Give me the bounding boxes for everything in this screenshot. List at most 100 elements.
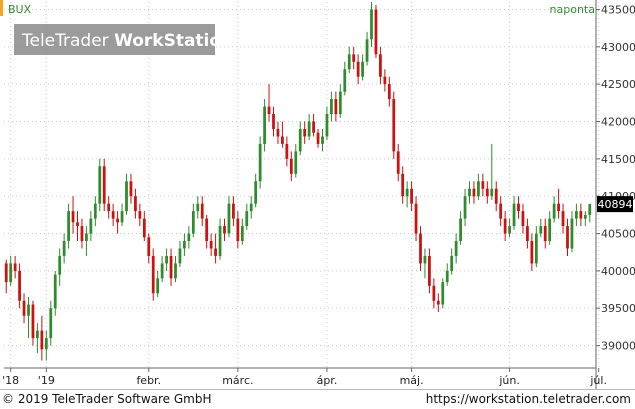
candle-body bbox=[521, 211, 525, 227]
candle-body bbox=[312, 121, 315, 133]
y-tick-label: 40000 bbox=[601, 265, 635, 278]
y-tick-label: 40500 bbox=[601, 228, 635, 241]
candle-body bbox=[365, 39, 369, 62]
candle-body bbox=[347, 54, 351, 70]
candle-body bbox=[44, 338, 48, 350]
price-tag-box bbox=[597, 196, 633, 213]
candle-body bbox=[71, 211, 75, 223]
candle-body bbox=[566, 226, 569, 249]
candle-body bbox=[588, 204, 592, 215]
candle-body bbox=[93, 203, 97, 219]
candle-body bbox=[321, 136, 324, 144]
y-tick-label: 42500 bbox=[601, 78, 635, 91]
candle-body bbox=[330, 99, 333, 115]
candle-body bbox=[530, 241, 534, 264]
candle-body bbox=[490, 188, 494, 197]
candle-body bbox=[281, 136, 284, 144]
candle-body bbox=[227, 203, 231, 234]
candle-body bbox=[410, 188, 413, 204]
y-axis: 3900039500400004050041000415004200042500… bbox=[596, 3, 635, 353]
candle-body bbox=[472, 188, 476, 197]
candle-body bbox=[383, 76, 387, 85]
candle-body bbox=[534, 233, 538, 264]
candle-body bbox=[499, 203, 503, 219]
candle-body bbox=[423, 255, 427, 264]
candle-body bbox=[120, 211, 124, 223]
candle-body bbox=[298, 128, 302, 152]
candle-body bbox=[142, 218, 146, 238]
y-tick-label: 42000 bbox=[601, 116, 635, 129]
candle-body bbox=[561, 211, 565, 227]
x-axis: '18 '19 febr. márc. ápr. máj. jún. júl. bbox=[2, 368, 607, 387]
candle-body bbox=[191, 211, 195, 234]
candle-body bbox=[9, 263, 13, 283]
chart-background bbox=[0, 0, 635, 389]
candle-body bbox=[294, 151, 298, 174]
x-tick-label: jún. bbox=[498, 374, 520, 387]
candle-body bbox=[517, 203, 520, 212]
candle-body bbox=[249, 203, 253, 212]
candle-body bbox=[494, 188, 498, 204]
candle-body bbox=[307, 121, 311, 137]
candle-body bbox=[450, 255, 454, 271]
candle-body bbox=[31, 304, 35, 339]
candle-body bbox=[214, 248, 217, 256]
candle-body bbox=[552, 203, 556, 219]
candles bbox=[4, 2, 592, 361]
symbol-accent-bar bbox=[0, 0, 3, 16]
x-tick-label: '19 bbox=[38, 374, 55, 387]
candle-body bbox=[40, 330, 44, 350]
candle-body bbox=[405, 188, 409, 197]
candle-body bbox=[107, 203, 111, 212]
candle-body bbox=[187, 233, 191, 242]
candle-body bbox=[67, 211, 70, 242]
candle-body bbox=[343, 69, 347, 92]
candle-body bbox=[526, 226, 529, 242]
candle-body bbox=[13, 263, 17, 271]
x-tick-label: márc. bbox=[222, 374, 253, 387]
candle-body bbox=[481, 181, 485, 189]
candle-body bbox=[512, 203, 516, 227]
candle-body bbox=[232, 203, 235, 219]
logo-text: TeleTrader WorkStation bbox=[21, 31, 233, 51]
logo-brand: TeleTrader bbox=[21, 31, 109, 51]
candle-body bbox=[200, 203, 204, 219]
y-tick-label: 43500 bbox=[601, 3, 635, 16]
candle-body bbox=[85, 233, 88, 242]
candle-body bbox=[169, 255, 173, 279]
candle-body bbox=[22, 300, 26, 316]
candle-body bbox=[419, 233, 422, 264]
candle-body bbox=[338, 91, 342, 115]
candle-body bbox=[205, 218, 209, 242]
candle-body bbox=[80, 226, 84, 242]
candle-body bbox=[370, 9, 373, 40]
candle-body bbox=[503, 218, 507, 234]
candle-body bbox=[98, 166, 102, 204]
candle-body bbox=[508, 226, 511, 234]
y-tick-label: 39000 bbox=[601, 340, 635, 353]
candle-body bbox=[183, 241, 186, 249]
footer: © 2019 TeleTrader Software GmbH https://… bbox=[0, 389, 635, 409]
candle-body bbox=[174, 263, 177, 279]
candle-body bbox=[401, 173, 405, 197]
candle-body bbox=[272, 114, 275, 129]
candle-body bbox=[459, 218, 462, 242]
candle-body bbox=[289, 158, 293, 174]
candle-body bbox=[267, 106, 271, 115]
candle-body bbox=[392, 99, 396, 152]
candle-body bbox=[387, 84, 391, 100]
y-tick-label: 41500 bbox=[601, 153, 635, 166]
candle-body bbox=[432, 285, 436, 301]
candle-body bbox=[356, 61, 360, 77]
source-url-link[interactable]: https://workstation.teletrader.com bbox=[425, 392, 631, 406]
x-tick-label: máj. bbox=[400, 374, 424, 387]
x-tick-label: ápr. bbox=[317, 374, 338, 387]
candle-body bbox=[76, 222, 79, 227]
candle-body bbox=[316, 132, 320, 144]
candle-body bbox=[156, 278, 160, 294]
candle-body bbox=[36, 330, 39, 339]
candlestick-chart: BUX naponta 3900039500400004050041000415… bbox=[0, 0, 635, 389]
candle-body bbox=[263, 106, 266, 144]
logo-box bbox=[14, 24, 215, 55]
candle-body bbox=[276, 128, 280, 137]
